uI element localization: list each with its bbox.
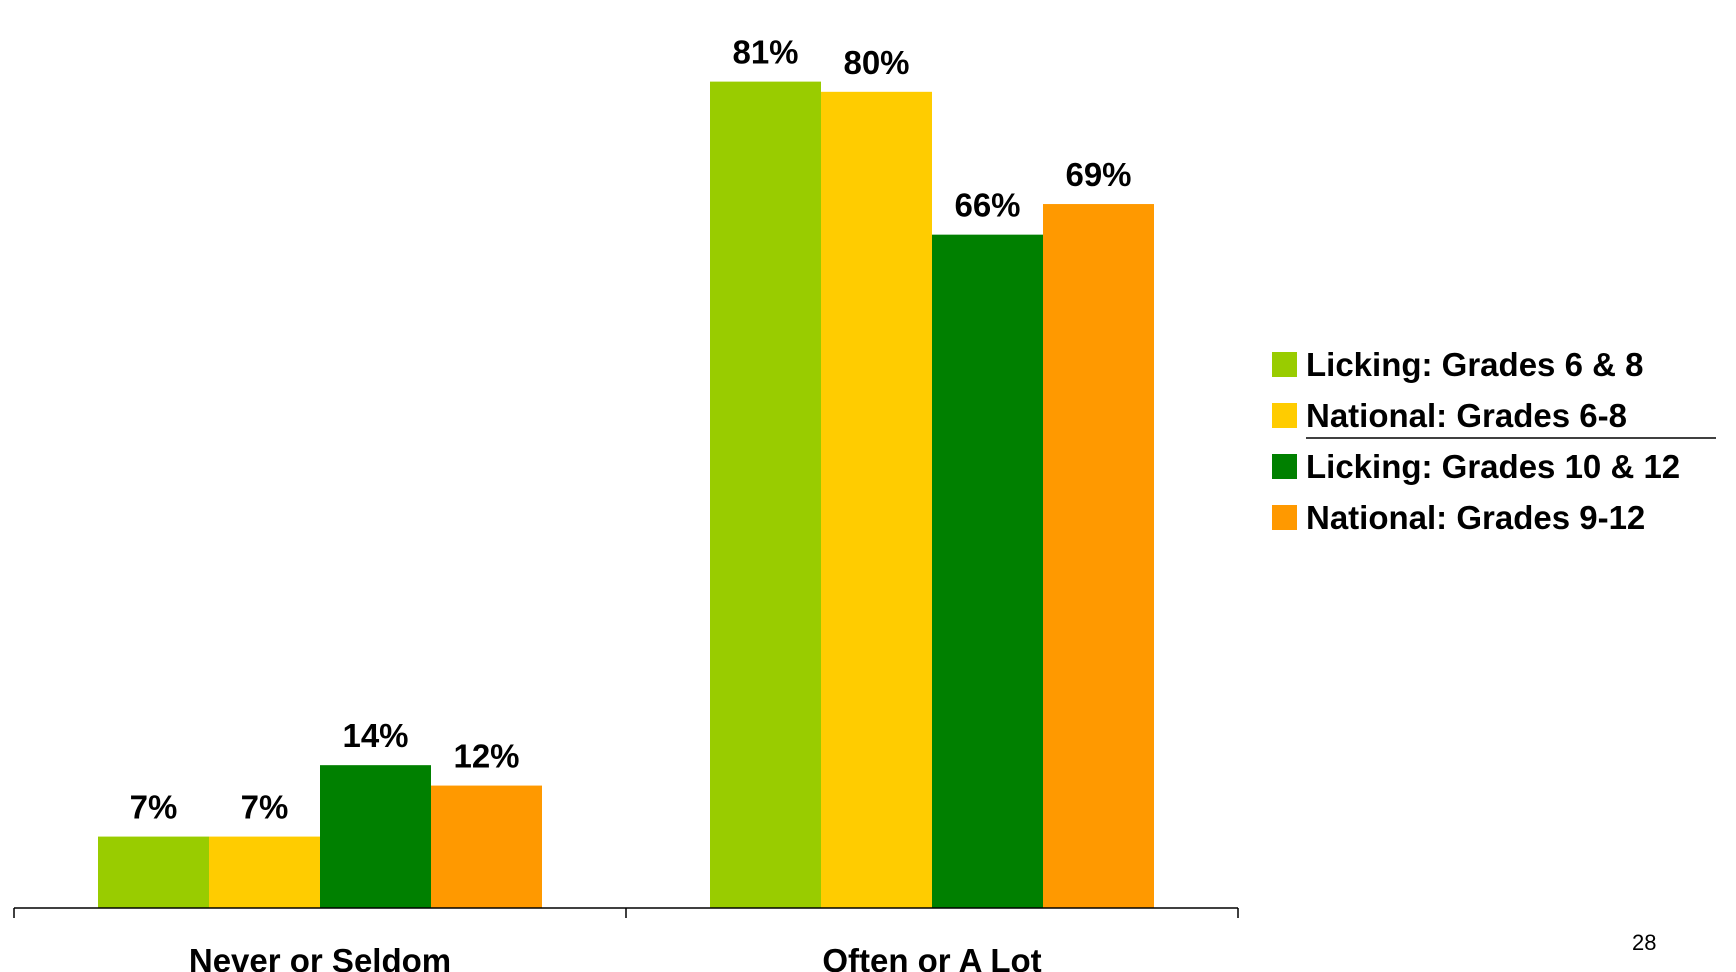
legend-label-national-grades-9-12: National: Grades 9-12 [1306,499,1645,536]
value-labels-group: 7% 7% 14% 12% 81% 80% 66% 69% [130,34,1132,826]
value-label-never-or-seldom-licking-grades-6-and-8: 7% [130,789,178,826]
value-label-often-or-a-lot-national-grades-9-12: 69% [1065,156,1131,193]
value-label-never-or-seldom-national-grades-9-12: 12% [453,738,519,775]
category-label-often-or-a-lot: Often or A Lot [822,942,1041,972]
legend-swatch-national-grades-6-8 [1272,403,1297,428]
bars-group [98,81,1154,909]
bar-never-or-seldom-national-grades-6-8 [209,836,320,908]
bar-often-or-a-lot-licking-grades-10-and-12 [932,234,1043,909]
legend-swatch-licking-grades-10-and-12 [1272,454,1297,479]
bar-often-or-a-lot-national-grades-9-12 [1043,204,1154,909]
legend-label-licking-grades-6-and-8: Licking: Grades 6 & 8 [1306,346,1643,383]
x-axis [13,907,1239,918]
legend-label-national-grades-6-8: National: Grades 6-8 [1306,397,1627,434]
bar-never-or-seldom-licking-grades-10-and-12 [320,765,431,908]
category-label-never-or-seldom: Never or Seldom [189,942,451,972]
category-labels-group: Never or Seldom Often or A Lot [189,942,1042,972]
value-label-often-or-a-lot-licking-grades-10-and-12: 66% [954,187,1020,224]
bar-never-or-seldom-national-grades-9-12 [431,785,542,908]
legend-label-licking-grades-10-and-12: Licking: Grades 10 & 12 [1306,448,1680,485]
value-label-never-or-seldom-national-grades-6-8: 7% [241,789,289,826]
value-label-often-or-a-lot-licking-grades-6-and-8: 81% [732,34,798,71]
bar-never-or-seldom-licking-grades-6-and-8 [98,836,209,908]
bar-often-or-a-lot-national-grades-6-8 [821,91,932,909]
legend-swatch-national-grades-9-12 [1272,505,1297,530]
bar-often-or-a-lot-licking-grades-6-and-8 [710,81,821,908]
page-number: 28 [1632,930,1657,955]
value-label-often-or-a-lot-national-grades-6-8: 80% [843,44,909,81]
value-label-never-or-seldom-licking-grades-10-and-12: 14% [342,717,408,754]
legend-swatch-licking-grades-6-and-8 [1272,352,1297,377]
legend: Licking: Grades 6 & 8 National: Grades 6-… [1272,346,1716,536]
